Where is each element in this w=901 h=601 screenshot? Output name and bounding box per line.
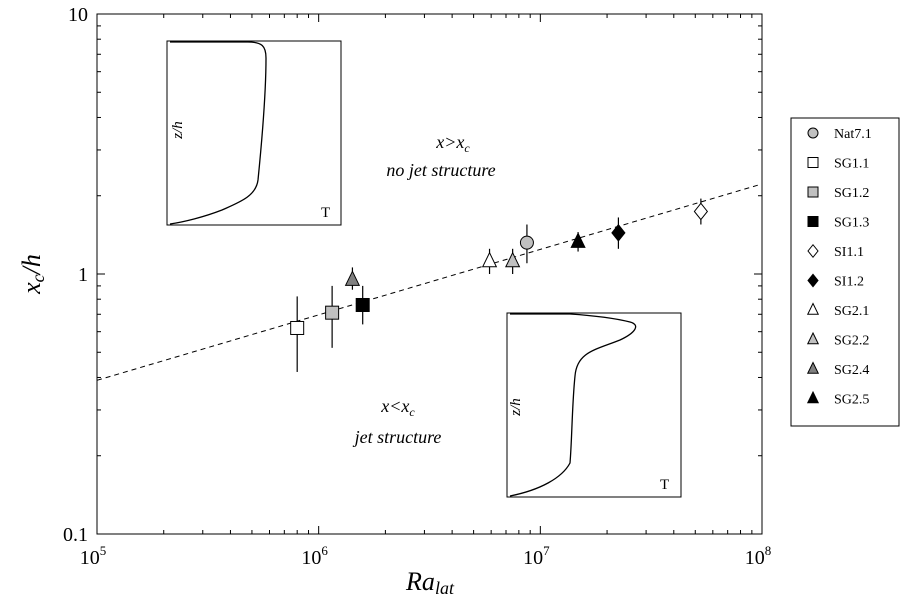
legend-item-si1-2: SI1.2 — [807, 273, 864, 290]
legend-item-si1-1: SI1.1 — [807, 243, 864, 260]
legend-label-sg2-1: SG2.1 — [834, 304, 869, 319]
legend-frame — [790, 117, 900, 427]
legend-marker-sg2-1 — [806, 302, 820, 315]
tick-labels: 105 106 107 108 0.1 1 10 — [63, 4, 771, 569]
point-sg1-3 — [355, 285, 370, 325]
data-points — [290, 198, 709, 372]
legend-item-sg2-2: SG2.2 — [806, 331, 869, 349]
marker-sg1-1 — [290, 320, 305, 335]
point-sg2-2 — [505, 248, 521, 274]
legend-label-sg2-4: SG2.4 — [834, 363, 869, 378]
legend-label-si1-1: SI1.1 — [834, 245, 864, 260]
inset-upper-xlabel: T — [321, 205, 330, 221]
y-tick-label: 10 — [68, 4, 88, 26]
point-nat7-1 — [519, 224, 534, 264]
marker-sg2-5 — [570, 232, 586, 248]
inset-lower-xlabel: T — [660, 477, 669, 493]
axis-ticks — [96, 14, 762, 535]
legend-marker-sg1-1 — [807, 157, 819, 168]
legend: Nat7.1 SG1.1 SG1.2 SG1.3 SI1.1 SI1.2 SG2.1 SG2.… — [790, 117, 900, 427]
legend-marker-sg2-2 — [806, 331, 820, 345]
x-tick-label: 108 — [745, 543, 772, 569]
legend-item-sg2-5: SG2.5 — [806, 390, 869, 408]
annotation-upper-condition: x>xc — [435, 132, 470, 155]
legend-items: Nat7.1 SG1.1 SG1.2 SG1.3 SI1.1 SI1.2 SG2.1 SG2.… — [806, 127, 872, 408]
legend-marker-nat7-1 — [807, 127, 819, 139]
legend-item-sg1-2: SG1.2 — [807, 186, 869, 201]
x-tick-label: 107 — [523, 543, 550, 569]
legend-label-sg1-3: SG1.3 — [834, 216, 869, 231]
x-tick-label: 106 — [301, 543, 328, 569]
legend-label-nat7-1: Nat7.1 — [834, 127, 872, 142]
legend-item-sg1-3: SG1.3 — [807, 216, 869, 231]
annotation-lower-label: jet structure — [353, 427, 442, 447]
legend-marker-si1-2 — [807, 273, 819, 288]
point-sg2-4 — [344, 267, 361, 290]
legend-marker-sg2-5 — [806, 390, 820, 404]
inset-lower: z/h T — [506, 312, 682, 498]
marker-sg2-2 — [505, 251, 521, 268]
point-si1-2 — [611, 217, 626, 249]
legend-label-sg1-1: SG1.1 — [834, 157, 869, 172]
marker-sg1-2 — [325, 305, 340, 320]
legend-item-sg2-1: SG2.1 — [806, 302, 869, 319]
x-axis-title: Ralat — [405, 567, 455, 598]
legend-label-sg1-2: SG1.2 — [834, 186, 869, 201]
marker-si1-2 — [611, 223, 626, 242]
point-sg1-1 — [290, 296, 305, 372]
legend-label-si1-2: SI1.2 — [834, 275, 864, 290]
x-tick-label: 105 — [80, 543, 107, 569]
legend-label-sg2-5: SG2.5 — [834, 393, 869, 408]
point-sg2-1 — [481, 248, 498, 274]
marker-sg2-4 — [344, 270, 361, 286]
legend-item-sg2-4: SG2.4 — [806, 361, 869, 378]
legend-label-sg2-2: SG2.2 — [834, 334, 869, 349]
inset-lower-ylabel: z/h — [508, 398, 524, 417]
legend-marker-si1-1 — [807, 243, 819, 259]
legend-marker-sg1-3 — [807, 216, 819, 227]
marker-nat7-1 — [519, 235, 534, 250]
legend-item-sg1-1: SG1.1 — [807, 157, 869, 172]
inset-lower-frame — [506, 312, 682, 498]
point-si1-1 — [693, 198, 709, 225]
y-tick-label: 1 — [78, 264, 88, 286]
inset-upper-frame — [166, 40, 342, 226]
marker-sg2-1 — [481, 251, 498, 268]
annotation-upper-label: no jet structure — [386, 160, 495, 180]
legend-item-nat7-1: Nat7.1 — [807, 127, 872, 142]
y-tick-label: 0.1 — [63, 524, 88, 546]
inset-upper-ylabel: z/h — [170, 121, 186, 140]
inset-lower-profile — [509, 313, 637, 497]
fit-line — [96, 183, 763, 381]
point-sg2-5 — [570, 232, 586, 252]
legend-marker-sg1-2 — [807, 186, 819, 198]
legend-marker-sg2-4 — [806, 361, 820, 374]
inset-upper: z/h T — [166, 40, 342, 226]
point-sg1-2 — [325, 285, 340, 348]
inset-upper-profile — [169, 41, 267, 225]
y-axis-title: xc/h — [17, 254, 48, 295]
annotation-lower-condition: x<xc — [380, 396, 415, 419]
marker-si1-1 — [693, 202, 709, 221]
marker-sg1-3 — [355, 297, 370, 312]
